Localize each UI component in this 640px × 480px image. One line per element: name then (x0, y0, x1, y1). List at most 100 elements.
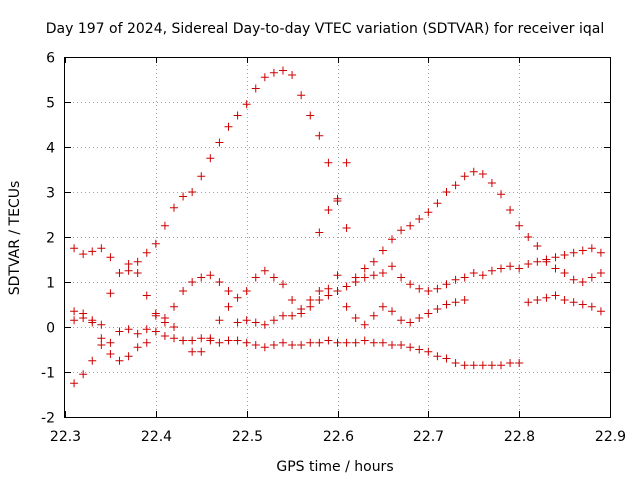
data-point-series-d (497, 361, 505, 370)
data-point-series-a (324, 158, 333, 167)
data-point-series-d (487, 361, 496, 370)
data-point-series-e (397, 316, 406, 325)
data-point-series-b (433, 199, 442, 208)
data-point-series-d (133, 329, 142, 338)
data-point-series-a (288, 71, 297, 79)
data-point-series-c (133, 269, 142, 277)
data-point-series-b (360, 264, 369, 273)
data-point-series-c (242, 287, 251, 295)
data-point-series-e (342, 302, 351, 311)
data-point-series-a (279, 66, 287, 75)
data-point-series-c (224, 287, 233, 295)
x-tick-label: 22.5 (232, 429, 263, 445)
data-point-series-e (324, 284, 333, 293)
data-point-series-d (542, 293, 551, 302)
plot-frame (64, 57, 611, 418)
data-point-series-b (388, 235, 396, 244)
data-point-series-d (524, 298, 533, 307)
y-tick-label: -1 (41, 366, 55, 382)
data-point-series-e (351, 314, 360, 322)
data-point-series-d (115, 327, 124, 336)
data-point-series-d (351, 338, 360, 347)
data-point-series-c (342, 282, 351, 291)
data-point-series-a (160, 221, 169, 230)
data-point-series-e (79, 370, 88, 379)
data-point-series-a (242, 100, 251, 109)
data-point-series-e (451, 298, 460, 307)
data-point-series-c (260, 266, 269, 275)
data-point-series-a (224, 122, 233, 131)
data-point-series-b (578, 278, 587, 286)
y-tick-label: 4 (46, 141, 55, 157)
data-point-series-d (215, 338, 224, 347)
data-point-series-e (251, 318, 260, 327)
data-point-series-c (306, 302, 315, 311)
data-point-series-e (415, 314, 424, 322)
data-point-series-c (442, 280, 451, 289)
data-point-series-d (279, 338, 287, 347)
data-point-series-a (269, 68, 278, 77)
data-point-series-e (388, 307, 396, 316)
data-point-series-d (251, 341, 260, 349)
y-tick-label: 0 (46, 321, 55, 337)
data-point-series-b (596, 269, 605, 277)
data-point-series-b (369, 257, 378, 266)
data-point-series-a (297, 91, 306, 100)
data-point-series-d (224, 336, 233, 345)
data-point-series-c (188, 278, 197, 286)
data-point-series-e (142, 338, 151, 347)
data-point-series-d (596, 307, 605, 316)
data-point-series-a (133, 257, 142, 266)
data-point-series-e (88, 356, 97, 365)
data-point-series-d (324, 336, 333, 345)
data-point-series-a (70, 244, 79, 253)
data-point-series-d (478, 361, 487, 370)
data-point-series-c (115, 269, 124, 277)
data-point-series-d (533, 296, 542, 304)
data-point-series-e (297, 305, 306, 313)
data-point-series-d (433, 352, 442, 361)
data-point-series-e (369, 311, 378, 320)
data-point-series-d (578, 300, 587, 309)
data-point-series-b (587, 273, 596, 282)
data-point-series-e (179, 336, 188, 345)
data-point-series-c (215, 278, 224, 286)
data-point-series-c (97, 320, 106, 329)
data-point-series-c (279, 280, 287, 289)
data-point-series-e (197, 347, 206, 356)
data-point-series-d (188, 336, 197, 345)
data-point-series-c (560, 251, 569, 259)
data-point-series-b (515, 221, 524, 230)
data-point-series-b (478, 170, 487, 178)
data-point-series-d (388, 341, 396, 349)
data-point-series-a (306, 111, 315, 120)
data-point-series-d (306, 338, 315, 347)
data-point-series-c (424, 287, 433, 295)
x-tick-label: 22.9 (595, 429, 626, 445)
data-point-series-c (487, 266, 496, 275)
data-point-series-c (515, 264, 524, 273)
data-point-series-b (415, 215, 424, 223)
data-point-series-e (333, 271, 342, 280)
data-point-series-b (533, 242, 542, 250)
data-point-series-e (115, 356, 124, 365)
data-point-series-b (460, 172, 469, 181)
data-point-series-b (497, 190, 505, 199)
data-point-series-d (506, 359, 515, 367)
x-tick-label: 22.6 (323, 429, 354, 445)
data-point-series-a (79, 250, 88, 259)
data-point-series-c (524, 260, 533, 268)
data-point-series-a (215, 138, 224, 147)
data-point-series-a (233, 111, 242, 120)
data-point-series-e (269, 316, 278, 325)
data-point-series-e (106, 350, 115, 358)
y-tick-label: 3 (46, 186, 55, 202)
data-point-series-e (279, 311, 287, 320)
data-point-series-e (97, 341, 106, 349)
data-point-series-a (151, 239, 160, 248)
data-point-series-a (342, 224, 351, 232)
x-axis-label: GPS time / hours (276, 459, 393, 475)
data-point-series-e (242, 316, 251, 325)
data-point-series-e (170, 323, 178, 331)
data-point-series-d (97, 334, 106, 343)
